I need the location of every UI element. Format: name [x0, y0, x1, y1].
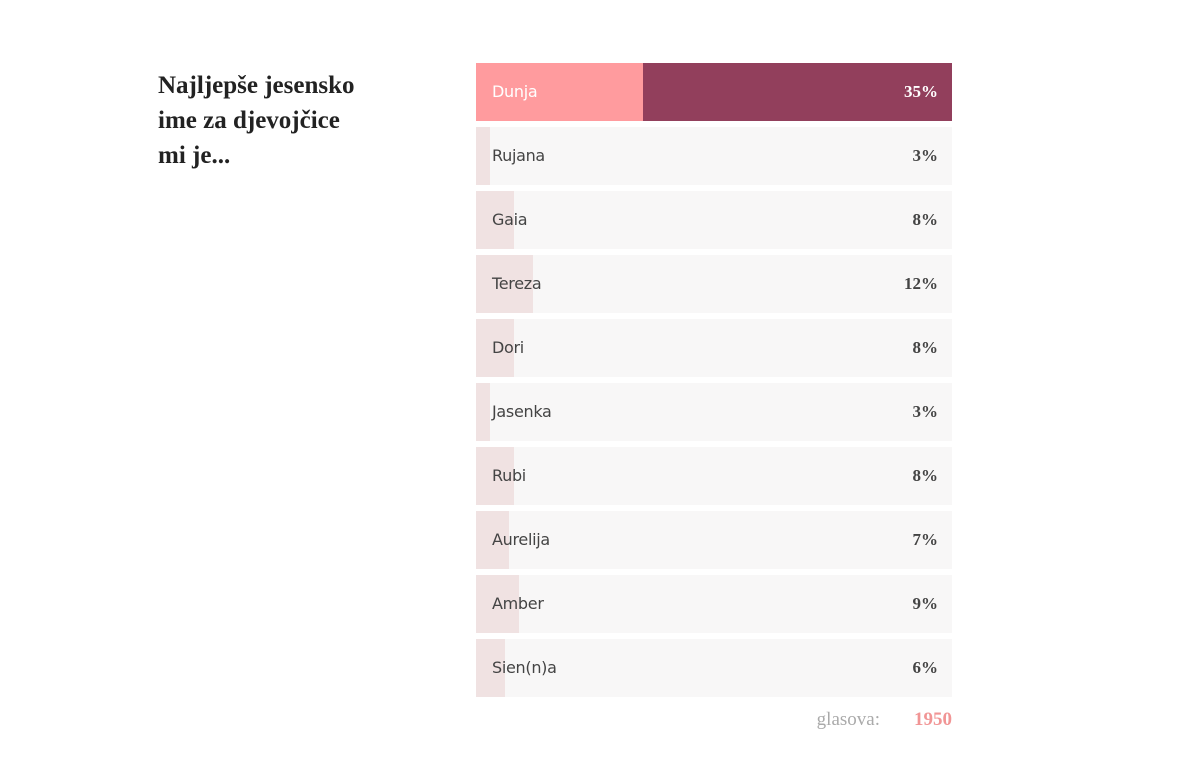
votes-label: glasova: — [816, 709, 880, 730]
option-bar — [476, 511, 510, 569]
option-bar — [476, 255, 534, 313]
poll: glasova: 1950 Dunja 35% Rujana 3% Gaia 8% Tere… — [476, 63, 952, 743]
option-percent: 3% — [912, 146, 939, 165]
poll-title: Najljepše jesensko ime za djevojčice mi … — [158, 72, 355, 169]
option-name: Aurelija — [492, 530, 550, 549]
option-percent: 35% — [904, 82, 938, 101]
option-percent: 9% — [912, 594, 939, 613]
option-name: Tereza — [492, 274, 542, 293]
option-bar — [476, 575, 519, 633]
option-percent: 8% — [912, 338, 939, 357]
poll-option: Dunja 35% — [476, 63, 952, 121]
option-name: Gaia — [492, 210, 528, 229]
option-percent: 12% — [904, 274, 938, 293]
poll-option: Tereza 12% — [476, 255, 952, 313]
option-bar — [476, 447, 515, 505]
option-percent: 7% — [912, 530, 939, 549]
option-percent: 8% — [912, 466, 939, 485]
option-percent: 6% — [912, 658, 939, 677]
poll-option: Amber 9% — [476, 575, 952, 633]
poll-option: Sien(n)a 6% — [476, 639, 952, 697]
option-bar — [476, 63, 643, 121]
option-percent: 3% — [912, 402, 939, 421]
option-name: Dori — [492, 338, 524, 357]
option-name: Jasenka — [492, 402, 552, 421]
poll-option: Dori 8% — [476, 319, 952, 377]
option-bar — [476, 639, 505, 697]
poll-option: Rujana 3% — [476, 127, 952, 185]
option-name: Amber — [492, 594, 544, 613]
option-percent: 8% — [912, 210, 939, 229]
poll-option: Aurelija 7% — [476, 511, 952, 569]
poll-option: Rubi 8% — [476, 447, 952, 505]
option-bar — [476, 127, 491, 185]
option-name: Dunja — [492, 82, 538, 101]
poll-option: Gaia 8% — [476, 191, 952, 249]
option-name: Rubi — [492, 466, 526, 485]
votes-count: 1950 — [914, 709, 952, 730]
option-bar — [476, 191, 515, 249]
option-bar — [476, 383, 491, 441]
option-name: Sien(n)a — [492, 658, 557, 677]
poll-option: Jasenka 3% — [476, 383, 952, 441]
option-bar — [476, 319, 515, 377]
option-name: Rujana — [492, 146, 545, 165]
